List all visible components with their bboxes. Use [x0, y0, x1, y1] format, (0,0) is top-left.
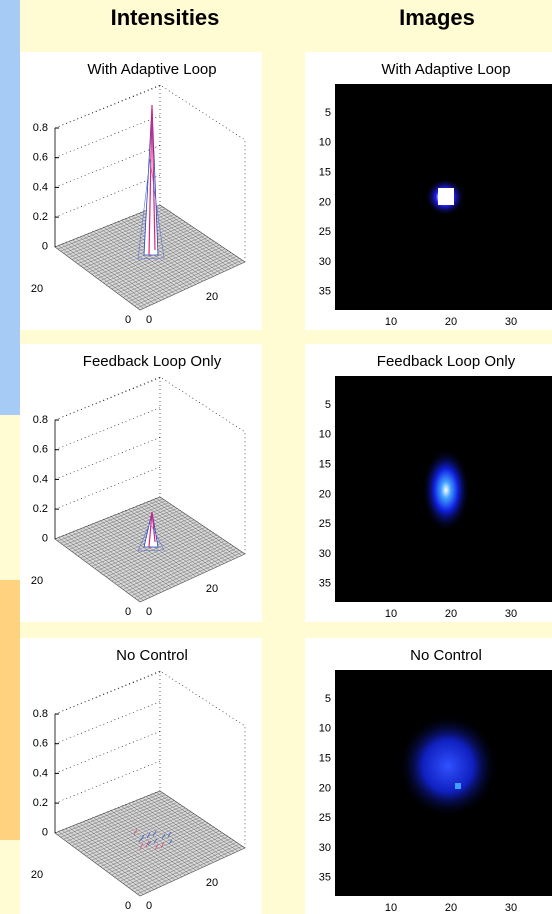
axis-label: 20	[206, 291, 218, 303]
y-tick-label: 15	[319, 167, 331, 179]
z-tick-label: 0.8	[33, 122, 48, 134]
y-tick-label: 25	[319, 518, 331, 530]
y-tick-label: 25	[319, 812, 331, 824]
x-tick-label: 30	[505, 316, 517, 328]
z-tick-label: 0	[42, 533, 48, 545]
y-tick-label: 25	[319, 226, 331, 238]
z-tick-label: 0	[42, 241, 48, 253]
axis-label: 20	[31, 575, 43, 587]
image-panel: With Adaptive Loop 5 10 15 20 25 30 35 10 20 30	[305, 52, 552, 330]
x-tick-label: 20	[445, 316, 457, 328]
z-tick-label: 0.2	[33, 503, 48, 515]
y-tick-label: 10	[319, 429, 331, 441]
y-tick-label: 30	[319, 548, 331, 560]
x-tick-label: 20	[445, 608, 457, 620]
y-tick-label: 15	[319, 753, 331, 765]
z-tick-label: 0.2	[33, 211, 48, 223]
x-tick-label: 30	[505, 608, 517, 620]
x-tick-label: 10	[385, 608, 397, 620]
axis-label: 0	[125, 606, 131, 618]
axis-label: 0	[125, 314, 131, 326]
axis-label: 20	[31, 869, 43, 881]
image-glow	[422, 448, 470, 532]
z-tick-label: 0.8	[33, 708, 48, 720]
x-tick-label: 20	[445, 902, 457, 914]
axis-label: 0	[146, 314, 152, 326]
y-tick-label: 5	[325, 399, 331, 411]
side-bar	[0, 0, 20, 415]
z-tick-label: 0.4	[33, 767, 48, 779]
intensity-panel: With Adaptive Loop 0.8 0.6 0.4 0.2 0 20 0 0 20	[20, 52, 262, 330]
axis-label: 0	[125, 900, 131, 912]
plot-title: With Adaptive Loop	[87, 61, 216, 78]
y-tick-label: 10	[319, 723, 331, 735]
x-tick-label: 10	[385, 902, 397, 914]
y-tick-label: 35	[319, 286, 331, 298]
plot-title: Feedback Loop Only	[377, 353, 516, 370]
y-tick-label: 5	[325, 107, 331, 119]
axis-label: 20	[206, 877, 218, 889]
image-panel: No Control 5 10 15 20 25 30 35 10 20 30	[305, 638, 552, 914]
y-tick-label: 20	[319, 488, 331, 500]
z-tick-label: 0.4	[33, 473, 48, 485]
page: Intensities Images With Adaptive Loop 0.8…	[0, 0, 552, 914]
image-spot	[455, 783, 461, 789]
image-spot	[438, 188, 454, 205]
y-tick-label: 20	[319, 782, 331, 794]
z-tick-label: 0	[42, 827, 48, 839]
intensity-panel: No Control 0.8 0.6 0.4 0.2 0 20 0 0 20	[20, 638, 262, 914]
z-tick-label: 0.8	[33, 414, 48, 426]
plot-title: No Control	[116, 647, 188, 664]
plot-title: With Adaptive Loop	[381, 61, 510, 78]
slide: Intensities Images With Adaptive Loop 0.8…	[0, 0, 552, 914]
y-tick-label: 15	[319, 459, 331, 471]
plot-title: No Control	[410, 647, 482, 664]
intensity-panel: Feedback Loop Only 0.8 0.6 0.4 0.2 0 20 0 0 20	[20, 344, 262, 622]
z-tick-label: 0.6	[33, 444, 48, 456]
y-tick-label: 20	[319, 196, 331, 208]
y-tick-label: 30	[319, 256, 331, 268]
z-tick-label: 0.2	[33, 797, 48, 809]
z-tick-label: 0.6	[33, 738, 48, 750]
y-tick-label: 10	[319, 137, 331, 149]
image-panel: Feedback Loop Only 5 10 15 20 25 30 35 10 20 30	[305, 344, 552, 622]
header: Images	[399, 5, 475, 30]
header: Intensities	[111, 5, 220, 30]
side-bar	[0, 580, 20, 840]
axis-label: 0	[146, 606, 152, 618]
axis-label: 20	[206, 583, 218, 595]
x-tick-label: 10	[385, 316, 397, 328]
plot-title: Feedback Loop Only	[83, 353, 222, 370]
z-tick-label: 0.4	[33, 181, 48, 193]
x-tick-label: 30	[505, 902, 517, 914]
y-tick-label: 35	[319, 578, 331, 590]
axis-label: 20	[31, 283, 43, 295]
z-tick-label: 0.6	[33, 152, 48, 164]
axis-label: 0	[146, 900, 152, 912]
y-tick-label: 35	[319, 872, 331, 884]
y-tick-label: 30	[319, 842, 331, 854]
image-glow	[398, 714, 498, 818]
y-tick-label: 5	[325, 693, 331, 705]
